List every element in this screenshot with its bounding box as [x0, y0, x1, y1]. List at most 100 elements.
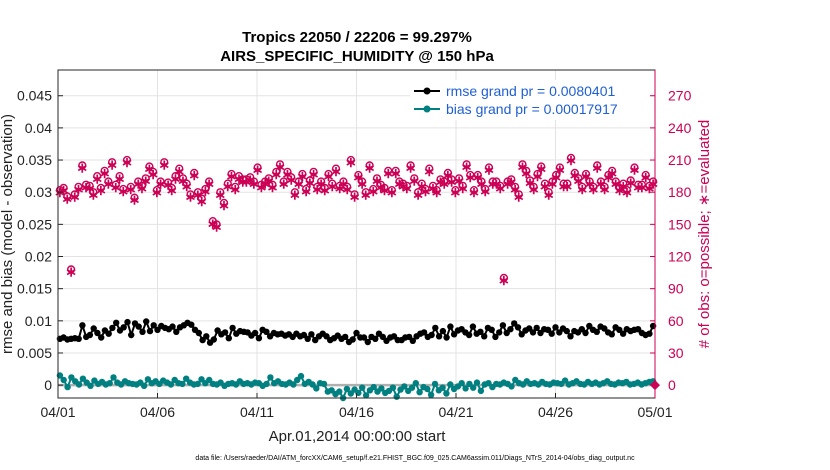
obs-evaluated-point: ∗: [524, 175, 536, 191]
obs-possible-point: [313, 182, 322, 191]
obs-evaluated-point: ∗: [442, 167, 454, 183]
obs-evaluated-point: ∗: [520, 165, 532, 181]
obs-evaluated-point: ∗: [397, 178, 409, 194]
obs-possible-point: [238, 175, 247, 184]
y-tick-label-right: 180: [668, 184, 692, 200]
y-tick-label-left: 0.01: [25, 313, 52, 329]
obs-evaluated-point: ∗: [136, 180, 148, 196]
obs-evaluated-point: ∗: [132, 176, 144, 192]
obs-evaluated-point: ∗: [394, 176, 406, 192]
obs-possible-point: [324, 169, 333, 179]
series-0-point: [98, 334, 105, 341]
series-0-point: [349, 336, 356, 343]
obs-possible-point: [186, 190, 195, 199]
obs-evaluated-point: ∗: [285, 171, 297, 187]
series-layer: ∗∗∗∗∗∗∗∗∗∗∗∗∗∗∗∗∗∗∗∗∗∗∗∗∗∗∗∗∗∗∗∗∗∗∗∗∗∗∗∗…: [54, 152, 660, 402]
obs-evaluated-point: ∗: [76, 160, 88, 176]
obs-possible-point: [182, 179, 191, 188]
obs-possible-point: [227, 169, 236, 179]
obs-possible-point: [510, 182, 520, 191]
obs-evaluated-point: ∗: [158, 156, 170, 172]
y-tick-label-left: 0.015: [17, 281, 52, 297]
series-0-point: [251, 329, 259, 337]
obs-possible-point: [481, 184, 490, 194]
obs-evaluated-point: ∗: [595, 176, 607, 192]
obs-evaluated-point: ∗: [293, 176, 305, 192]
obs-possible-point: [175, 164, 184, 173]
obs-possible-point: [298, 169, 307, 179]
obs-possible-point: [130, 193, 139, 202]
series-0-point: [308, 331, 315, 338]
series-0-point: [582, 329, 589, 337]
obs-possible-point: [611, 177, 620, 186]
obs-possible-point: [458, 181, 467, 190]
obs-possible-point: [350, 190, 359, 199]
obs-possible-point: [268, 180, 277, 189]
obs-evaluated-point: ∗: [431, 184, 443, 200]
obs-possible-point: [81, 180, 91, 189]
obs-possible-point: [178, 174, 188, 183]
obs-evaluated-point: ∗: [326, 178, 338, 194]
obs-possible-point: [156, 177, 165, 186]
obs-evaluated-point: ∗: [386, 184, 398, 200]
obs-evaluated-point: ∗: [237, 174, 249, 190]
obs-evaluated-point: ∗: [315, 176, 327, 192]
legend-bias-label: bias grand pr = 0.00017917: [446, 101, 618, 117]
obs-possible-point: [152, 186, 162, 195]
obs-evaluated-point: ∗: [621, 184, 633, 200]
obs-evaluated-point: ∗: [99, 165, 111, 181]
obs-possible-point: [578, 182, 587, 191]
obs-evaluated-point: ∗: [91, 170, 103, 186]
series-0-point: [143, 318, 150, 325]
series-0-point: [465, 331, 473, 339]
obs-evaluated-point: ∗: [218, 197, 230, 213]
series-1-point: [297, 372, 305, 380]
obs-possible-point: [499, 273, 509, 283]
obs-possible-point: [354, 170, 363, 180]
obs-possible-point: [447, 175, 456, 184]
obs-evaluated-point: ∗: [423, 163, 435, 179]
series-0-point: [255, 335, 263, 342]
obs-evaluated-point: ∗: [144, 161, 156, 177]
obs-evaluated-point: ∗: [550, 169, 562, 185]
obs-possible-point: [279, 177, 288, 186]
obs-possible-point: [570, 168, 579, 178]
obs-evaluated-point: ∗: [565, 152, 577, 168]
obs-evaluated-point: ∗: [65, 264, 77, 280]
obs-possible-point: [514, 190, 523, 199]
obs-evaluated-point: ∗: [233, 170, 245, 186]
obs-evaluated-point: ∗: [494, 180, 506, 196]
series-0-point: [146, 327, 154, 335]
obs-evaluated-point: ∗: [252, 162, 264, 178]
obs-possible-point: [197, 194, 206, 203]
y-tick-label-right: 210: [668, 152, 692, 168]
obs-possible-point: [201, 184, 210, 194]
obs-possible-point: [343, 182, 352, 191]
series-1-point: [194, 380, 201, 388]
obs-evaluated-point: ∗: [200, 183, 212, 199]
y-tick-label-left: 0: [44, 377, 52, 393]
series-0-point: [567, 333, 574, 340]
series-1-point: [290, 381, 297, 388]
series-1-point: [401, 383, 408, 390]
obs-evaluated-point: ∗: [379, 182, 391, 198]
obs-possible-point: [107, 158, 117, 167]
obs-evaluated-point: ∗: [450, 184, 462, 200]
series-0-point: [593, 328, 600, 335]
obs-evaluated-point: ∗: [80, 179, 92, 195]
chart-title: Tropics 22050 / 22206 = 99.297%: [242, 29, 472, 46]
obs-evaluated-point: ∗: [420, 183, 432, 199]
obs-possible-point: [473, 170, 482, 180]
obs-evaluated-point: ∗: [103, 176, 115, 192]
obs-possible-point: [193, 188, 203, 197]
obs-evaluated-point: ∗: [364, 160, 376, 176]
x-tick-label: 04/01: [40, 404, 75, 420]
obs-evaluated-point: ∗: [382, 165, 394, 181]
obs-possible-point: [290, 188, 300, 197]
obs-possible-point: [406, 161, 415, 170]
obs-evaluated-point: ∗: [289, 186, 301, 202]
series-0-point: [188, 321, 195, 328]
obs-possible-point: [410, 174, 419, 183]
obs-evaluated-point: ∗: [644, 180, 656, 196]
